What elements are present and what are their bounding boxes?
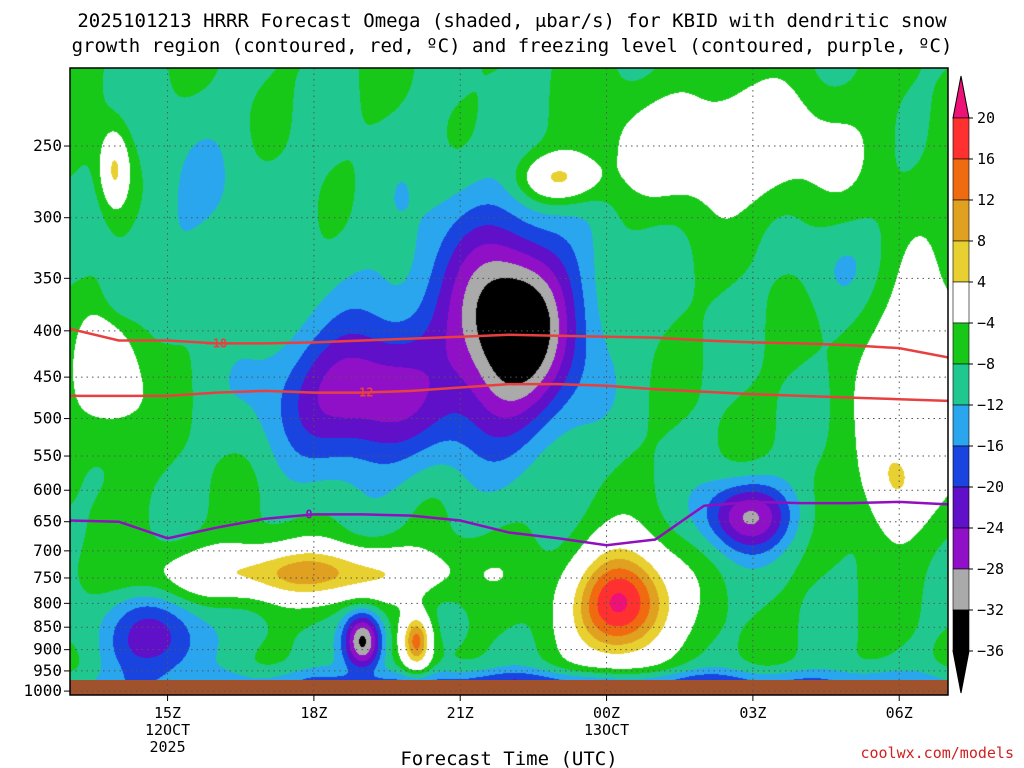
- y-tick-label: 900: [33, 640, 62, 659]
- y-tick-label: 650: [33, 512, 62, 531]
- x-axis-label: Forecast Time (UTC): [400, 748, 617, 768]
- colorbar-label: −36: [977, 642, 1004, 660]
- omega-shaded-field: [70, 68, 948, 695]
- credit-text: coolwx.com/models: [860, 744, 1014, 762]
- colorbar-swatch: [952, 322, 970, 365]
- contour-line--12: [70, 382, 948, 403]
- x-tick-label: 06Z: [886, 704, 913, 722]
- contour-line--18: [70, 327, 948, 359]
- x-tick-label: 21Z: [447, 704, 474, 722]
- contour-label-0: 0: [305, 507, 312, 521]
- x-tick-date-label: 12OCT: [145, 721, 190, 739]
- contour-line-0: [70, 500, 948, 547]
- colorbar-swatch: [952, 199, 970, 242]
- contour-label--18: −18: [205, 336, 227, 350]
- colorbar-label: −8: [977, 355, 995, 373]
- colorbar-top-triangle: [952, 75, 970, 119]
- colorbar-swatch: [952, 445, 970, 488]
- plot-area: −18 −12 0: [69, 67, 949, 696]
- chart-title-line-1: 2025101213 HRRR Forecast Omega (shaded, …: [77, 10, 947, 32]
- colorbar-label: −12: [977, 396, 1004, 414]
- colorbar-label: −28: [977, 560, 1004, 578]
- y-tick-label: 1000: [23, 681, 62, 700]
- y-tick-label: 800: [33, 593, 62, 612]
- colorbar-swatch: [952, 568, 970, 611]
- x-tick-label: 03Z: [739, 704, 766, 722]
- colorbar-label: 12: [977, 191, 995, 209]
- contour-label--12: −12: [352, 386, 374, 400]
- terrain-band: [70, 680, 948, 695]
- colorbar-label: 8: [977, 232, 986, 250]
- x-tick-label: 18Z: [300, 704, 327, 722]
- colorbar-bottom-triangle: [952, 650, 970, 694]
- y-axis: 250 300 350 400 450 500 550 600 650 700 750 800 850 9…: [23, 136, 70, 700]
- x-tick-year-label: 2025: [149, 738, 185, 756]
- y-tick-label: 450: [33, 367, 62, 386]
- colorbar-label: −4: [977, 314, 995, 332]
- colorbar-label: −16: [977, 437, 1004, 455]
- x-tick-date-label: 13OCT: [584, 721, 629, 739]
- colorbar-label: 16: [977, 150, 995, 168]
- colorbar-label: 20: [977, 109, 995, 127]
- colorbar-swatch: [952, 609, 970, 652]
- y-tick-label: 700: [33, 541, 62, 560]
- y-tick-label: 600: [33, 480, 62, 499]
- temperature-contours: −18 −12 0: [70, 327, 948, 547]
- grid-lines: [70, 68, 948, 695]
- x-tick-label: 15Z: [154, 704, 181, 722]
- colorbar-label: −24: [977, 519, 1004, 537]
- colorbar-swatch: [952, 117, 970, 160]
- y-tick-label: 350: [33, 268, 62, 287]
- colorbar-swatch: [952, 158, 970, 201]
- x-tick-label: 00Z: [593, 704, 620, 722]
- y-tick-label: 400: [33, 321, 62, 340]
- y-tick-label: 950: [33, 661, 62, 680]
- colorbar-swatch: [952, 363, 970, 406]
- colorbar-label: −32: [977, 601, 1004, 619]
- chart-title-line-2: growth region (contoured, red, ºC) and f…: [72, 35, 953, 57]
- colorbar-swatch: [952, 404, 970, 447]
- y-tick-label: 500: [33, 409, 62, 428]
- colorbar-swatch: [952, 240, 970, 283]
- y-tick-label: 300: [33, 208, 62, 227]
- y-tick-label: 850: [33, 617, 62, 636]
- colorbar-swatch: [952, 281, 970, 324]
- colorbar-label: 4: [977, 273, 986, 291]
- colorbar-swatch: [952, 527, 970, 570]
- plot-frame: [69, 67, 949, 696]
- y-tick-label: 750: [33, 568, 62, 587]
- colorbar-swatch: [952, 486, 970, 529]
- y-tick-label: 250: [33, 136, 62, 155]
- colorbar: 20 16 12 8 4 −4 −8 −12 −16 −20 −24 −28 −32 −36: [952, 75, 1004, 694]
- colorbar-label: −20: [977, 478, 1004, 496]
- y-tick-label: 550: [33, 446, 62, 465]
